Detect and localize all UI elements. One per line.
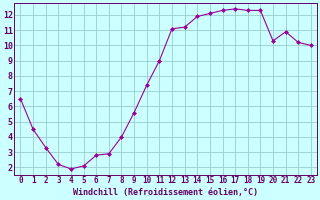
X-axis label: Windchill (Refroidissement éolien,°C): Windchill (Refroidissement éolien,°C) bbox=[73, 188, 258, 197]
